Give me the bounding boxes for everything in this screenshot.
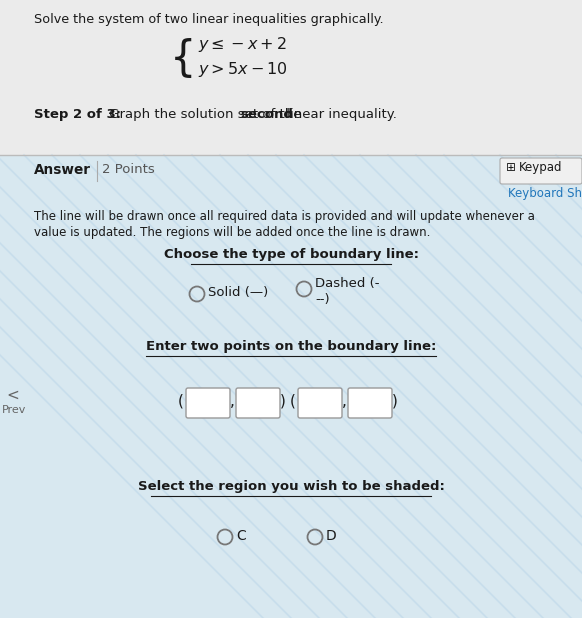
Text: ,: , [342, 394, 347, 409]
Text: linear inequality.: linear inequality. [282, 108, 397, 121]
Text: 2 Points: 2 Points [102, 163, 155, 176]
FancyBboxPatch shape [298, 388, 342, 418]
Text: (: ( [178, 394, 184, 409]
Text: Solve the system of two linear inequalities graphically.: Solve the system of two linear inequalit… [34, 13, 384, 26]
Text: The line will be drawn once all required data is provided and will update whenev: The line will be drawn once all required… [34, 210, 535, 223]
Text: C: C [236, 529, 246, 543]
Text: Answer: Answer [34, 163, 91, 177]
FancyBboxPatch shape [186, 388, 230, 418]
Text: ,: , [230, 394, 235, 409]
FancyBboxPatch shape [0, 0, 582, 155]
Text: Graph the solution set of the: Graph the solution set of the [105, 108, 306, 121]
Text: Dashed (-: Dashed (- [315, 277, 379, 290]
Text: ): ) [392, 394, 398, 409]
Text: ): ) [280, 394, 286, 409]
Text: Keyboard Shortcu: Keyboard Shortcu [508, 187, 582, 200]
Text: Enter two points on the boundary line:: Enter two points on the boundary line: [146, 340, 436, 353]
FancyBboxPatch shape [0, 155, 582, 618]
Text: --): --) [315, 293, 329, 306]
Text: Keypad: Keypad [519, 161, 562, 174]
Text: Select the region you wish to be shaded:: Select the region you wish to be shaded: [137, 480, 445, 493]
Text: Prev: Prev [2, 405, 26, 415]
FancyBboxPatch shape [500, 158, 582, 184]
Text: value is updated. The regions will be added once the line is drawn.: value is updated. The regions will be ad… [34, 226, 430, 239]
Text: (: ( [290, 394, 296, 409]
Text: second: second [240, 108, 293, 121]
Text: $y \leq -x + 2$: $y \leq -x + 2$ [198, 35, 287, 54]
FancyBboxPatch shape [348, 388, 392, 418]
Text: ⊞: ⊞ [506, 161, 516, 174]
Text: {: { [170, 38, 197, 80]
Text: Step 2 of 3:: Step 2 of 3: [34, 108, 121, 121]
Text: Solid (—): Solid (—) [208, 286, 268, 299]
FancyBboxPatch shape [236, 388, 280, 418]
Text: Choose the type of boundary line:: Choose the type of boundary line: [164, 248, 418, 261]
Text: $y > 5x - 10$: $y > 5x - 10$ [198, 60, 288, 79]
Text: D: D [326, 529, 337, 543]
Text: <: < [6, 388, 19, 403]
